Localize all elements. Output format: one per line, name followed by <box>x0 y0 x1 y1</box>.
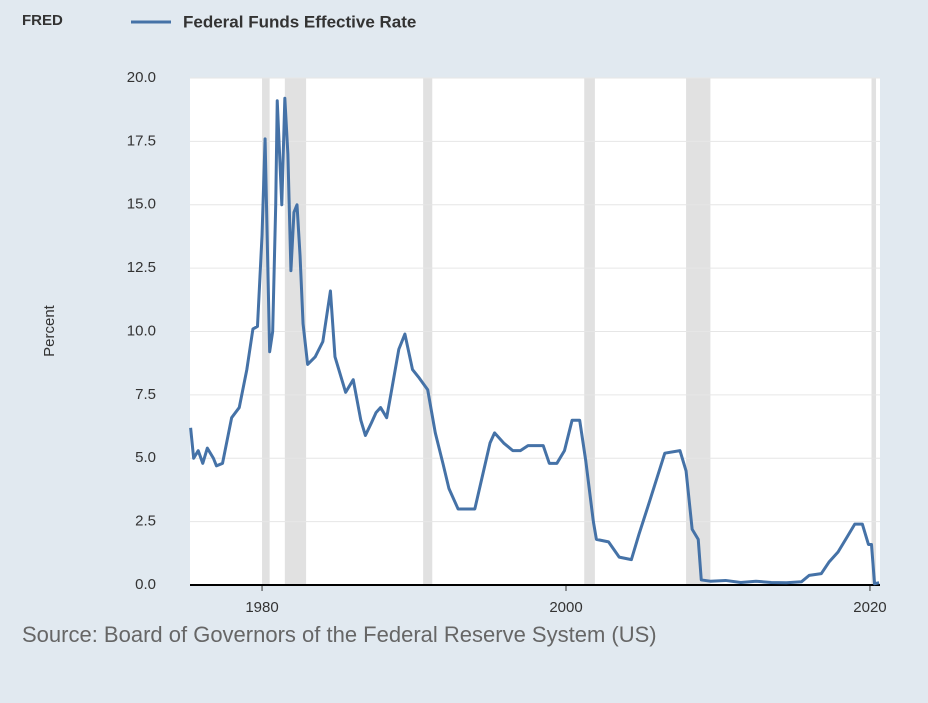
y-tick-label: 2.5 <box>135 513 156 530</box>
x-tick-label: 2020 <box>853 599 886 616</box>
x-tick-label: 1980 <box>245 599 278 616</box>
y-axis-label: Percent <box>41 304 58 357</box>
chart: FRED Federal Funds Effective Rate Percen… <box>22 12 887 616</box>
source-note: Source: Board of Governors of the Federa… <box>22 622 657 647</box>
y-tick-label: 20.0 <box>127 69 156 86</box>
logo: FRED <box>22 12 63 29</box>
y-tick-label: 12.5 <box>127 259 156 276</box>
y-tick-label: 7.5 <box>135 386 156 403</box>
y-tick-label: 0.0 <box>135 576 156 593</box>
series-line <box>189 96 880 586</box>
x-tick-label: 2000 <box>549 599 582 616</box>
y-tick-label: 17.5 <box>127 132 156 149</box>
y-tick-label: 10.0 <box>127 322 156 339</box>
y-tick-label: 15.0 <box>127 196 156 213</box>
y-tick-label: 5.0 <box>135 449 156 466</box>
legend-label: Federal Funds Effective Rate <box>183 12 416 31</box>
